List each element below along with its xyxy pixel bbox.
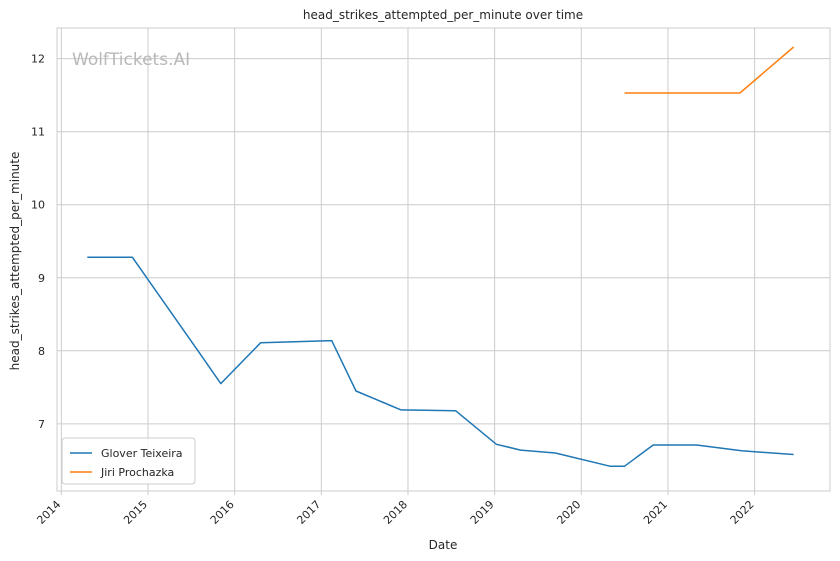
series-line-1 [87,256,794,467]
y-tick-label: 10 [31,199,45,212]
series-lines [87,46,795,467]
legend-box [61,437,196,485]
y-tick-label: 12 [31,53,45,66]
x-tick-labels: 2014 2015 2016 2017 2018 2019 2020 2021 2022 [34,498,756,527]
x-tick-label: 2018 [381,498,410,527]
grid [57,28,830,495]
y-tick-label: 9 [38,272,45,285]
y-tick-label: 7 [38,418,45,431]
x-tick-label: 2022 [728,498,757,527]
y-axis-label: head_strikes_attempted_per_minute [8,152,22,371]
x-tick-label: 2017 [294,498,323,527]
x-tick-label: 2019 [468,498,497,527]
x-tick-label: 2014 [34,498,63,527]
series-line-2 [624,46,795,94]
watermark: WolfTickets.AI [72,50,190,70]
chart-title: head_strikes_attempted_per_minute over t… [303,8,583,22]
x-tick-label: 2020 [554,498,583,527]
legend-label: Glover Teixeira [101,447,183,460]
x-tick-label: 2016 [208,498,237,527]
x-tick-label: 2021 [641,498,670,527]
y-tick-label: 11 [31,126,45,139]
legend-label: Jiri Prochazka [100,466,174,479]
x-axis-label: Date [429,538,458,552]
x-tick-label: 2015 [121,498,150,527]
legend: Glover Teixeira Jiri Prochazka [61,437,196,485]
y-tick-labels: 7 8 9 10 11 12 [31,53,45,431]
plot-area-frame [56,27,831,492]
y-tick-label: 8 [38,345,45,358]
